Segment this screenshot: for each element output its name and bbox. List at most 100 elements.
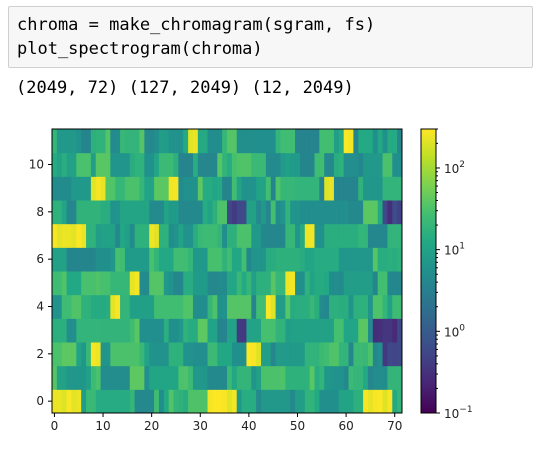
heatmap-cell	[231, 271, 238, 296]
heatmap-cell	[134, 365, 140, 390]
heatmap-cell	[333, 342, 340, 367]
heatmap-cell	[183, 294, 189, 319]
heatmap-cell	[353, 271, 359, 296]
heatmap-cell	[173, 318, 179, 343]
heatmap-cell	[372, 200, 379, 225]
heatmap-cell	[309, 152, 315, 177]
heatmap-cell	[197, 342, 204, 367]
heatmap-cell	[183, 271, 189, 296]
heatmap-cell	[56, 200, 63, 225]
heatmap-cell	[163, 152, 170, 177]
heatmap-cell	[163, 365, 170, 390]
heatmap-cell	[261, 200, 267, 225]
heatmap-cell	[241, 294, 247, 319]
heatmap-cell	[382, 176, 388, 201]
heatmap-cell	[188, 389, 194, 414]
y-tick-label: 2	[36, 347, 44, 361]
heatmap-cell	[329, 223, 335, 248]
heatmap-cell	[227, 247, 233, 272]
heatmap-cell	[363, 365, 369, 390]
heatmap-cell	[343, 271, 350, 296]
heatmap-cell	[343, 223, 350, 248]
heatmap-cell	[392, 318, 398, 343]
heatmap-cell	[61, 342, 68, 367]
heatmap-cell	[251, 294, 257, 319]
heatmap-cell	[76, 223, 82, 248]
heatmap-cell	[178, 294, 184, 319]
heatmap-cell	[280, 200, 286, 225]
heatmap-cell	[387, 223, 393, 248]
heatmap-cell	[56, 176, 63, 201]
heatmap-cell	[202, 271, 209, 296]
heatmap-cell	[90, 129, 97, 154]
heatmap-cell	[52, 152, 58, 177]
heatmap-cell	[183, 342, 189, 367]
heatmap-cell	[100, 200, 106, 225]
heatmap-cell	[129, 223, 136, 248]
heatmap-cell	[173, 342, 179, 367]
heatmap-cell	[353, 247, 359, 272]
heatmap-cell	[188, 365, 194, 390]
heatmap-cell	[202, 294, 209, 319]
heatmap-cell	[212, 365, 218, 390]
heatmap-cell	[120, 294, 126, 319]
heatmap-cell	[100, 176, 106, 201]
heatmap-cell	[120, 365, 126, 390]
heatmap-cell	[115, 318, 121, 343]
heatmap-cell	[353, 318, 359, 343]
heatmap-cell	[66, 389, 72, 414]
heatmap-cell	[76, 294, 82, 319]
heatmap-cell	[358, 223, 364, 248]
heatmap-cell	[397, 200, 403, 225]
heatmap-cell	[304, 223, 311, 248]
heatmap-cell	[95, 152, 102, 177]
heatmap-cell	[154, 271, 160, 296]
heatmap-cell	[256, 342, 262, 367]
heatmap-cell	[56, 247, 63, 272]
heatmap-cell	[275, 129, 281, 154]
colorbar-tick-label: 10−1	[444, 405, 473, 421]
heatmap-cell	[246, 129, 252, 154]
heatmap-cell	[202, 342, 209, 367]
heatmap-cell	[270, 389, 277, 414]
heatmap-cell	[265, 294, 272, 319]
heatmap-cell	[66, 294, 72, 319]
code-cell[interactable]: chroma = make_chromagram(sgram, fs) plot…	[8, 6, 533, 68]
heatmap-cell	[333, 271, 340, 296]
heatmap-cell	[295, 342, 301, 367]
heatmap-cell	[270, 176, 277, 201]
heatmap-cell	[163, 247, 170, 272]
heatmap-cell	[358, 294, 364, 319]
heatmap-cell	[319, 129, 325, 154]
heatmap-cell	[329, 200, 335, 225]
heatmap-cell	[71, 200, 77, 225]
heatmap-cell	[212, 152, 218, 177]
heatmap-cell	[163, 271, 170, 296]
heatmap-cell	[241, 389, 247, 414]
heatmap-cell	[392, 365, 398, 390]
heatmap-cell	[329, 247, 335, 272]
heatmap-cell	[304, 200, 311, 225]
heatmap-cell	[178, 247, 184, 272]
heatmap-cell	[207, 389, 213, 414]
heatmap-cell	[144, 152, 150, 177]
heatmap-cell	[168, 176, 175, 201]
heatmap-cell	[363, 294, 369, 319]
heatmap-cell	[52, 365, 58, 390]
heatmap-cell	[324, 389, 330, 414]
heatmap-cell	[134, 247, 140, 272]
heatmap-cell	[251, 271, 257, 296]
heatmap-cell	[377, 318, 384, 343]
heatmap-cell	[95, 129, 102, 154]
heatmap-cell	[110, 271, 116, 296]
heatmap-cell	[261, 152, 267, 177]
heatmap-cell	[261, 365, 267, 390]
heatmap-cell	[202, 176, 209, 201]
heatmap-cell	[295, 129, 301, 154]
heatmap-cell	[314, 389, 320, 414]
heatmap-cell	[329, 152, 335, 177]
heatmap-cell	[280, 223, 286, 248]
heatmap-cell	[139, 152, 145, 177]
heatmap-cell	[149, 223, 155, 248]
heatmap-cell	[309, 129, 315, 154]
